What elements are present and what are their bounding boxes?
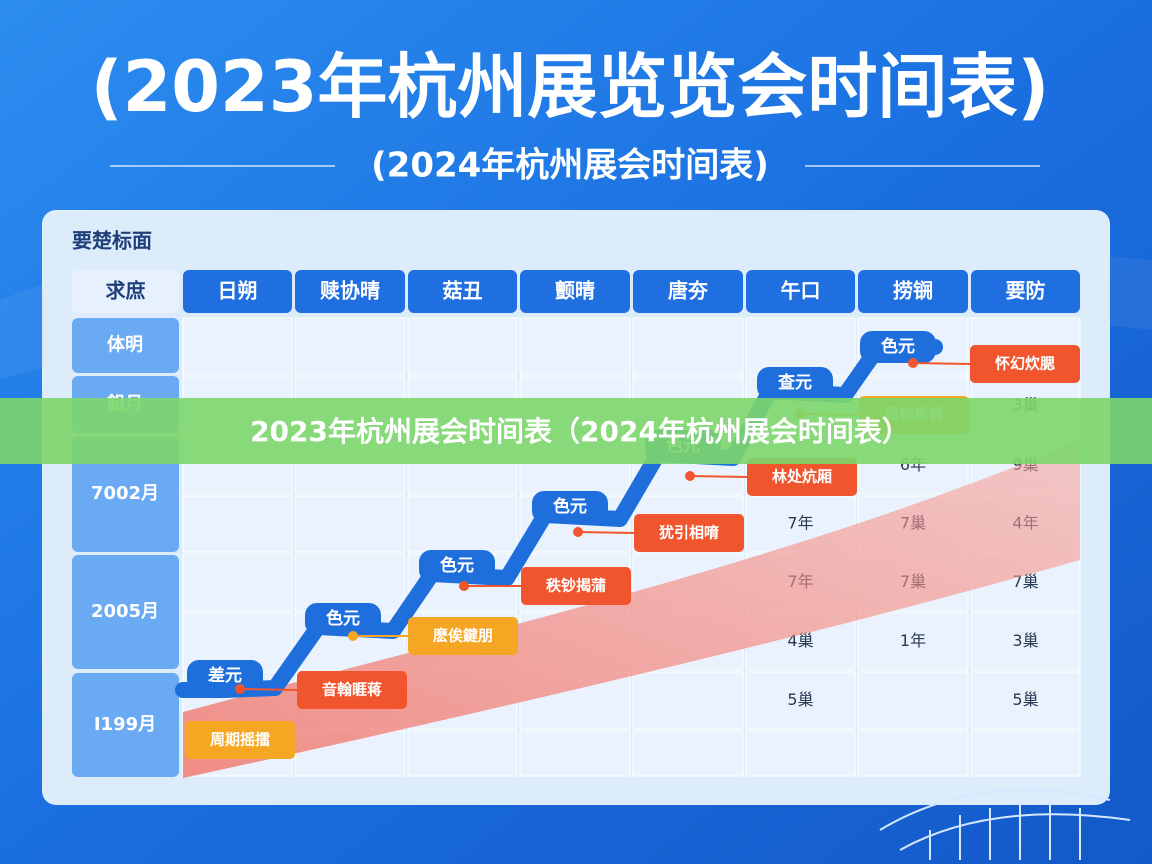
row-label: I199月 (94, 714, 156, 735)
step-label: 查元 (777, 372, 812, 393)
table-cell (632, 730, 744, 777)
row-label: 7002月 (91, 483, 159, 504)
table-cell (519, 317, 631, 376)
header-text: 要防 (1006, 279, 1046, 303)
row-label-cell (72, 673, 179, 777)
callout-box (970, 345, 1080, 383)
step-label: 色元 (881, 336, 915, 357)
table-cell (745, 730, 856, 777)
connector-dot (235, 684, 245, 694)
table-cell (745, 671, 856, 730)
cell-text: 5巢 (787, 690, 813, 709)
callout-text: 林处炕厢 (772, 468, 832, 486)
table-cell (970, 730, 1081, 777)
panel-title: 要楚标面 (72, 229, 152, 253)
table-cell (857, 730, 969, 777)
connector (689, 475, 748, 478)
callout-text: 犹引相唷 (659, 524, 719, 542)
step-label: 差元 (208, 665, 242, 686)
callout-box (297, 671, 407, 709)
row-label-cell (72, 318, 179, 373)
header-cell (408, 270, 517, 313)
table-cell (632, 317, 744, 376)
table-cell (407, 317, 518, 376)
header-cell (295, 270, 405, 313)
header-cell (183, 270, 292, 313)
table-cell (182, 553, 293, 612)
table-cell (294, 553, 406, 612)
step-badge (757, 367, 833, 399)
table-cell (182, 317, 293, 376)
header-text: 捞锎 (893, 279, 933, 303)
callout-text: 怀幻炊腮 (995, 355, 1055, 373)
header-cell (971, 270, 1080, 313)
table-cell (519, 730, 631, 777)
table-cell (294, 317, 406, 376)
table-cell (745, 317, 856, 376)
callout-box (185, 721, 295, 759)
cell-text: 7年 (787, 514, 813, 533)
step-badge (187, 660, 263, 692)
callout-box (634, 514, 744, 552)
cell-text: 5巢 (1012, 690, 1038, 709)
callout-text: 麽俟鍵朋 (433, 627, 493, 645)
cell-text: 1年 (900, 631, 926, 650)
table-cell (857, 612, 969, 671)
banner-text: 2023年杭州展会时间表（2024年杭州展会时间表） (250, 415, 910, 448)
row-label: 体明 (107, 334, 143, 356)
header-cell (746, 270, 855, 313)
table-cell (970, 612, 1081, 671)
step-badge (860, 331, 936, 363)
banner (0, 398, 1152, 464)
connector-dot (348, 631, 358, 641)
header-text: 赎协晴 (320, 279, 380, 303)
callout-box (408, 617, 518, 655)
step-label: 色元 (440, 555, 474, 576)
step-label: 色元 (553, 496, 587, 517)
step-label: 色元 (326, 608, 360, 629)
title: (2023年杭州展览览会时间表) (91, 46, 1050, 128)
connector (912, 362, 971, 365)
header-text: 唐夯 (668, 279, 709, 303)
connector-dot (573, 527, 583, 537)
header-cell (633, 270, 743, 313)
callout-text: 秩钞揭蒲 (546, 577, 606, 595)
header-text: 午口 (781, 279, 821, 303)
callout-box (521, 567, 631, 605)
table-cell (407, 495, 518, 553)
cell-text: 3巢 (1012, 631, 1038, 650)
connector-dot (459, 581, 469, 591)
table-cell (970, 671, 1081, 730)
header-cell (520, 270, 630, 313)
header-text: 菇丑 (443, 279, 483, 303)
header-text: 颤晴 (555, 279, 595, 303)
step-badge (532, 491, 608, 523)
trend-swoosh (183, 440, 1080, 778)
table-cell (407, 730, 518, 777)
building-sketch (879, 789, 1131, 860)
connector-dot (908, 358, 918, 368)
step-badge (419, 550, 495, 582)
connector (577, 531, 635, 534)
table-cell (294, 495, 406, 553)
row-label: 2005月 (91, 601, 159, 622)
step-badge (305, 603, 381, 635)
subtitle: (2024年杭州展会时间表) (371, 146, 769, 186)
table-cell (182, 495, 293, 553)
callout-box (747, 458, 857, 496)
header-text: 求庶 (106, 279, 146, 303)
table-cell (632, 671, 744, 730)
header-text: 日朔 (218, 279, 258, 303)
callout-text: 音翰睚蒋 (322, 681, 382, 699)
connector (239, 688, 298, 691)
header-cell (858, 270, 968, 313)
connector-dot (685, 471, 695, 481)
header-cell (72, 270, 179, 313)
callout-text: 周期摇擂 (210, 731, 270, 749)
row-label-cell (72, 555, 179, 669)
row-label-cell (72, 436, 179, 552)
table-cell (857, 671, 969, 730)
